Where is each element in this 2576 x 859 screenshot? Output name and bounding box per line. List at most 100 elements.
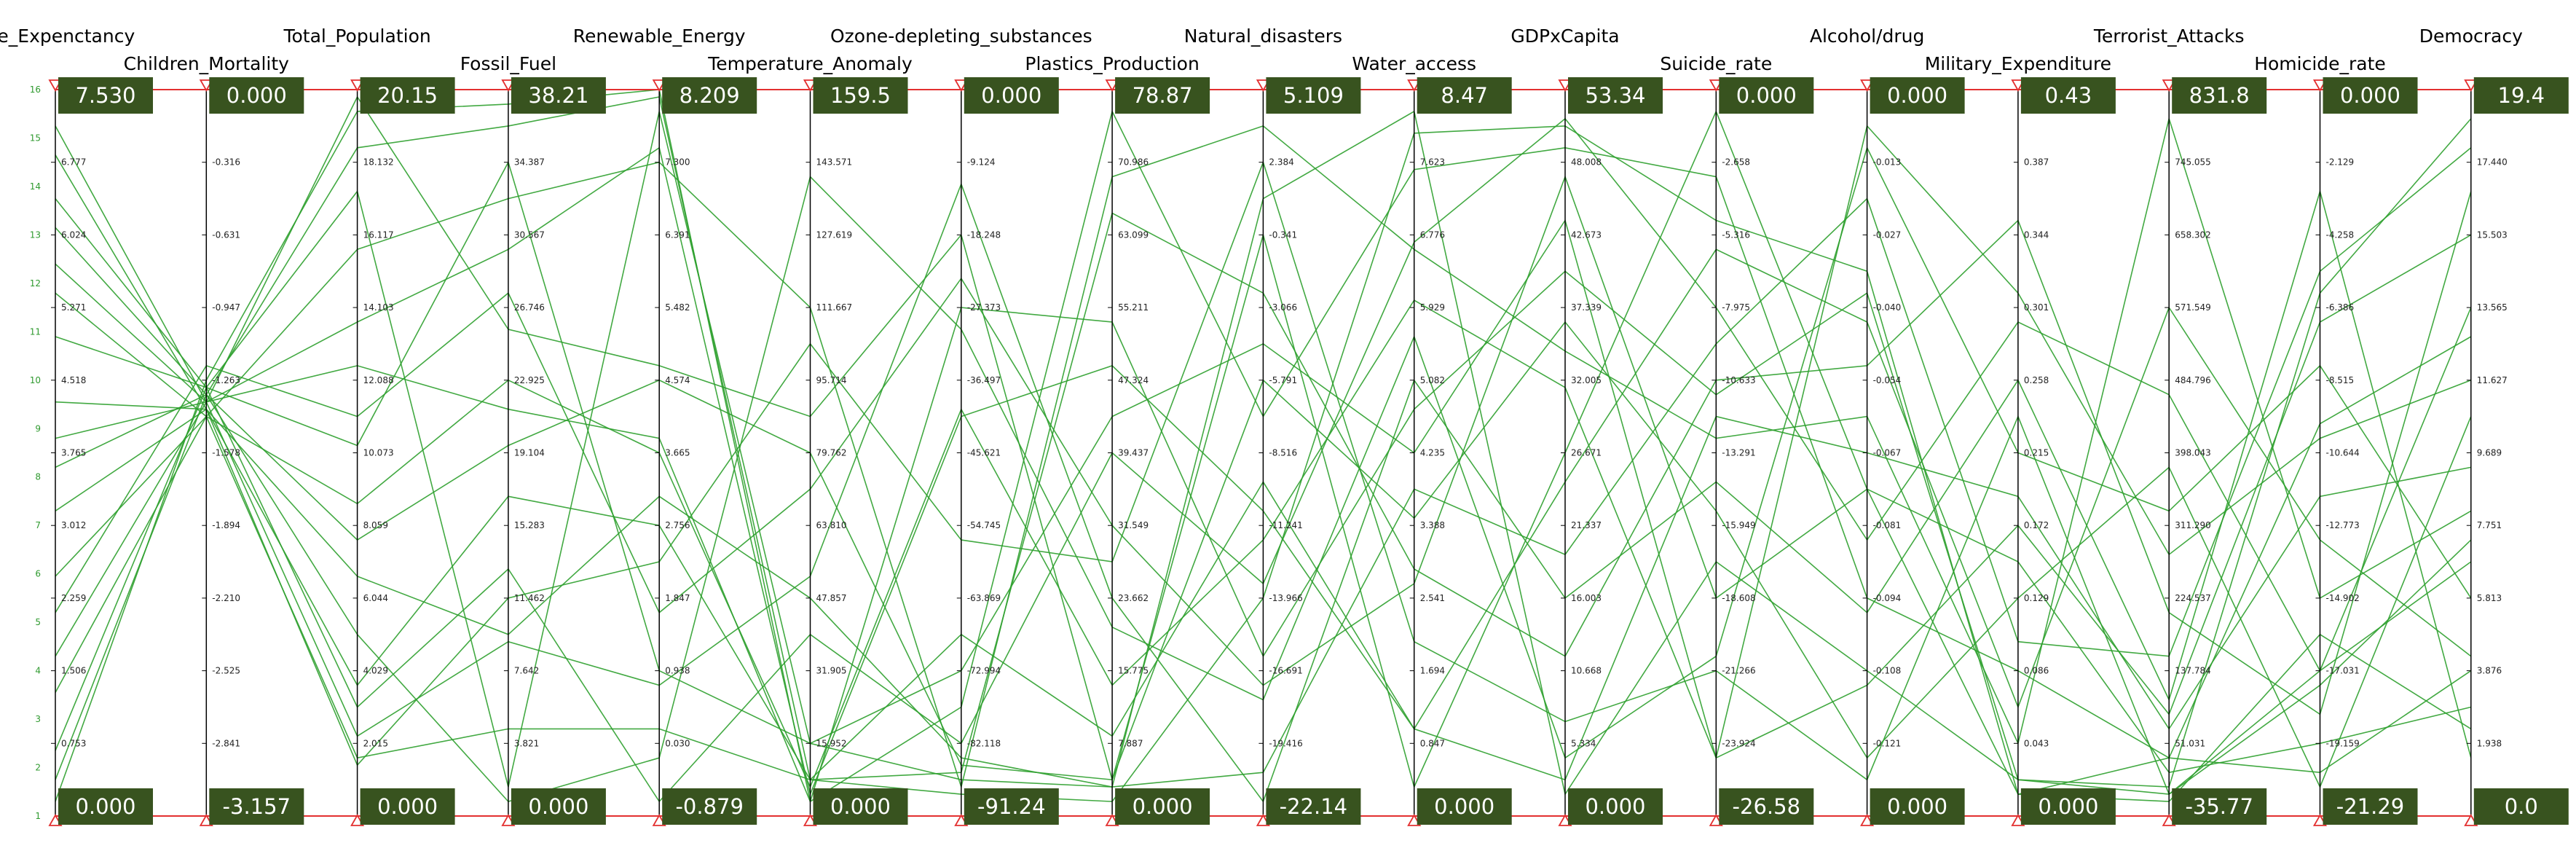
- tick-label: 484.796: [2175, 375, 2211, 385]
- tick-label: -1.263: [212, 375, 240, 385]
- tick-label: -14.902: [2326, 593, 2360, 603]
- tick-label: -0.631: [212, 230, 240, 240]
- tick-label: 48.008: [1571, 157, 1602, 168]
- axis-min-box: [2172, 788, 2267, 825]
- tick-label: 0.387: [2024, 157, 2049, 168]
- value-boxes: 7.5300.0000.000-3.15720.150.00038.210.00…: [58, 77, 2569, 825]
- row-number-label: 9: [35, 423, 41, 434]
- tick-label: 137.784: [2175, 666, 2211, 676]
- tick-label: 5.482: [665, 302, 690, 313]
- row-number-label: 14: [30, 181, 41, 192]
- tick-label: 2.756: [665, 520, 690, 530]
- tick-label: -27.373: [967, 302, 1001, 313]
- row-number-label: 7: [35, 520, 41, 530]
- tick-label: 31.549: [1118, 520, 1149, 530]
- tick-label: -45.621: [967, 448, 1001, 458]
- tick-label: 7.751: [2477, 520, 2502, 530]
- axis-min-box: [1266, 788, 1361, 825]
- tick-label: 5.271: [61, 302, 86, 313]
- tick-label: 0.129: [2024, 593, 2049, 603]
- axis-max-box: [1266, 77, 1361, 114]
- axis-max-box: [1115, 77, 1210, 114]
- tick-label: -17.031: [2326, 666, 2360, 676]
- tick-label: 7.642: [514, 666, 539, 676]
- tick-label: 4.235: [1420, 448, 1445, 458]
- tick-label: 571.549: [2175, 302, 2211, 313]
- tick-label: 0.258: [2024, 375, 2049, 385]
- tick-label: 47.857: [816, 593, 847, 603]
- tick-label: 0.847: [1420, 738, 1445, 748]
- tick-label: 23.662: [1118, 593, 1149, 603]
- axis-title: Fossil_Fuel: [460, 53, 556, 74]
- axis-max-value: 7.530: [75, 83, 135, 108]
- tick-label: -2.129: [2326, 157, 2355, 168]
- axis-max-value: 8.209: [680, 83, 740, 108]
- tick-label: -0.108: [1873, 666, 1902, 676]
- axis-min-box: [662, 788, 757, 825]
- tick-label: 16.003: [1571, 593, 1602, 603]
- axis-min-value: 0.000: [2038, 794, 2098, 819]
- tick-label: -2.841: [212, 738, 240, 748]
- axis-min-box: [2020, 788, 2116, 825]
- axis-title: Total_Population: [283, 26, 430, 47]
- tick-label: -19.416: [1269, 738, 1302, 748]
- axis-min-box: [209, 788, 304, 825]
- tick-label: -10.633: [1722, 375, 1755, 385]
- row-number-label: 1: [35, 811, 41, 821]
- tick-label: 4.574: [665, 375, 690, 385]
- tick-label: 5.082: [1420, 375, 1445, 385]
- tick-label: -11.241: [1269, 520, 1302, 530]
- axis-max-box: [1719, 77, 1814, 114]
- tick-label: -0.040: [1873, 302, 1902, 313]
- axis-min-box: [1115, 788, 1210, 825]
- axis-title: Alcohol/drug: [1810, 26, 1924, 47]
- tick-label: -3.066: [1269, 302, 1297, 313]
- tick-label: 7.623: [1420, 157, 1445, 168]
- tick-label: -8.515: [2326, 375, 2355, 385]
- axis-max-box: [964, 77, 1059, 114]
- axis-max-value: 78.87: [1133, 83, 1193, 108]
- tick-label: 3.012: [61, 520, 86, 530]
- tick-label: 15.952: [816, 738, 847, 748]
- axis-max-box: [2020, 77, 2116, 114]
- tick-label: -5.791: [1269, 375, 1297, 385]
- tick-label: 11.627: [2477, 375, 2508, 385]
- tick-label: -72.994: [967, 666, 1001, 676]
- tick-label: -23.924: [1722, 738, 1755, 748]
- tick-label: 745.055: [2175, 157, 2211, 168]
- axis-title: Suicide_rate: [1660, 53, 1772, 74]
- tick-label: 4.029: [363, 666, 388, 676]
- tick-label: 31.905: [816, 666, 847, 676]
- axis-max-value: 0.000: [1887, 83, 1947, 108]
- axis-title: Natural_disasters: [1184, 26, 1342, 47]
- tick-label: 1.506: [61, 666, 86, 676]
- tick-label: 1.938: [2477, 738, 2502, 748]
- axis-max-value: 0.000: [227, 83, 287, 108]
- tick-label: -13.291: [1722, 448, 1755, 458]
- tick-label: 3.821: [514, 738, 539, 748]
- tick-label: 224.537: [2175, 593, 2211, 603]
- axis-max-box: [360, 77, 455, 114]
- tick-label: -18.608: [1722, 593, 1755, 603]
- tick-label: 6.777: [61, 157, 86, 168]
- axis-max-value: 159.5: [830, 83, 891, 108]
- tick-label: 14.103: [363, 302, 394, 313]
- tick-label: -0.054: [1873, 375, 1902, 385]
- axis-min-box: [1870, 788, 1965, 825]
- axis-min-value: -91.24: [977, 794, 1046, 819]
- tick-label: 4.518: [61, 375, 86, 385]
- tick-label: 26.746: [514, 302, 545, 313]
- tick-label: -6.386: [2326, 302, 2355, 313]
- axis-min-value: -26.58: [1733, 794, 1801, 819]
- axis-min-value: 0.000: [75, 794, 135, 819]
- tick-label: -16.691: [1269, 666, 1302, 676]
- tick-label: -12.773: [2326, 520, 2360, 530]
- tick-label: 21.337: [1571, 520, 1602, 530]
- tick-label: -1.578: [212, 448, 240, 458]
- row-number-label: 10: [30, 375, 41, 385]
- tick-label: 3.876: [2477, 666, 2502, 676]
- tick-label: 70.986: [1118, 157, 1149, 168]
- tick-label: 63.099: [1118, 230, 1149, 240]
- axis-min-box: [1719, 788, 1814, 825]
